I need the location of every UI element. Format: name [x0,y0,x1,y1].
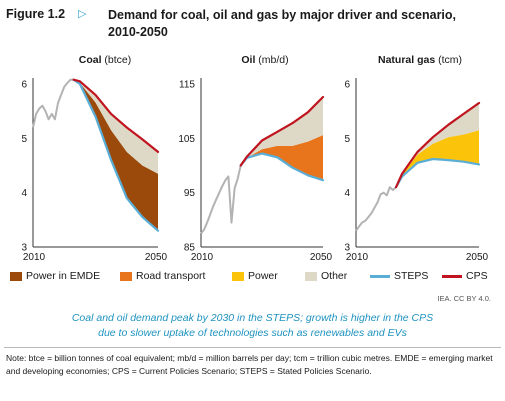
figure-arrow-icon: ▷ [78,8,87,20]
y-tick-gas-5: 5 [344,134,350,145]
y-tick-coal-6: 6 [21,80,27,91]
area-oil-other [240,97,323,166]
legend-item-power: Power [232,270,278,282]
area-oil-road-transport [240,135,323,181]
panel-title-coal-name: Coal [78,54,102,66]
legend-swatch-power-emde [10,271,22,281]
legend-swatch-other [305,271,317,281]
legend-item-road-transport: Road transport [120,270,205,282]
panel-title-gas-name: Natural gas [377,54,436,66]
x-tick-gas-end: 2050 [466,252,489,263]
y-tick-coal-3: 3 [21,243,27,254]
legend-label-power: Power [248,270,278,282]
x-tick-coal-end: 2050 [145,252,168,263]
legend-label-steps: STEPS [394,270,429,282]
note: Note: btce = billion tonnes of coal equi… [6,353,493,376]
x-tick-coal-start: 2010 [23,252,46,263]
panel-title-gas: Natural gas (tcm) [345,54,495,66]
line-coal-cps [72,78,160,153]
line-gas-steps [394,157,481,189]
area-coal-other [73,79,158,174]
source-credit: IEA. CC BY 4.0. [437,294,491,303]
panel-title-oil-unit: (mb/d) [258,54,289,66]
history-line-oil [200,165,242,235]
panel-title-coal-unit: (btce) [104,54,132,66]
legend-item-power-emde: Power in EMDE [10,270,100,282]
y-tick-oil-85: 85 [184,243,196,254]
legend-label-other: Other [321,270,348,282]
legend-swatch-power [232,271,244,281]
area-coal-power-in-emde [73,79,158,231]
y-tick-oil-95: 95 [184,188,196,199]
history-line-gas [355,186,397,232]
line-gas-cps [394,101,481,189]
figure-title: Demand for coal, oil and gas by major dr… [108,8,457,39]
figure-label: Figure 1.2 [6,7,66,21]
x-tick-oil-end: 2050 [310,252,333,263]
note-divider [4,347,501,348]
legend-item-other: Other [305,270,347,282]
legend-line-cps [442,274,462,278]
panel-title-oil: Oil (mb/d) [190,54,340,66]
legend-line-steps [370,274,390,278]
y-tick-coal-4: 4 [21,188,27,199]
history-line-coal [32,78,74,128]
y-tick-gas-4: 4 [344,188,350,199]
charts-canvas: 3 4 5 6 2010 2050 85 95 105 115 2010 2050 3 4 5 6 2010 20… [21,78,489,263]
line-coal-steps [72,78,160,232]
caption-line-2: due to slower uptake of technologies suc… [98,327,407,339]
legend-swatch-road-transport [120,271,132,281]
legend-label-power-emde: Power in EMDE [26,270,101,282]
line-oil-cps [239,95,325,167]
panel-title-oil-name: Oil [241,54,256,66]
y-tick-gas-3: 3 [344,243,350,254]
caption-line-1: Coal and oil demand peak by 2030 in the … [71,312,434,324]
y-tick-gas-6: 6 [344,80,350,91]
legend: Power in EMDE Road transport Power Other… [10,270,505,286]
legend-label-road-transport: Road transport [136,270,206,282]
legend-item-cps: CPS [442,270,488,282]
area-gas-other [396,103,479,188]
legend-item-steps: STEPS [370,270,428,282]
panel-title-gas-unit: (tcm) [438,54,463,66]
panel-title-coal: Coal (btce) [30,54,180,66]
y-tick-oil-115: 115 [179,80,195,91]
caption: Coal and oil demand peak by 2030 in the … [0,311,505,341]
x-tick-oil-start: 2010 [191,252,214,263]
y-tick-coal-5: 5 [21,134,27,145]
x-tick-gas-start: 2010 [346,252,369,263]
y-tick-oil-105: 105 [178,134,195,145]
legend-label-cps: CPS [466,270,488,282]
